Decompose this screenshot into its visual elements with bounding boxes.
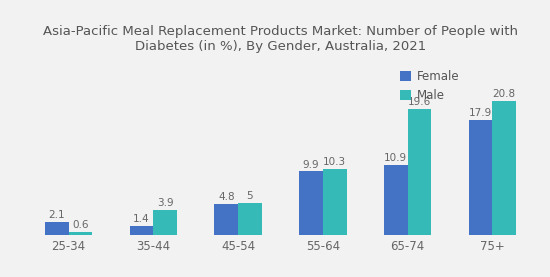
Bar [384,165,408,235]
Text: 5: 5 [247,191,254,201]
Bar [408,109,431,235]
Title: Asia-Pacific Meal Replacement Products Market: Number of People with
Diabetes (i: Asia-Pacific Meal Replacement Products M… [43,25,518,53]
Bar [299,171,323,235]
Text: 17.9: 17.9 [469,108,492,118]
Bar [130,226,153,235]
Text: 0.6: 0.6 [72,220,89,230]
Bar [69,232,92,235]
Bar [492,101,516,235]
Text: 1.4: 1.4 [133,214,150,224]
Bar [153,210,177,235]
Bar [323,169,346,235]
Bar [469,120,492,235]
Bar [45,222,69,235]
Text: 9.9: 9.9 [302,160,320,170]
Text: 10.3: 10.3 [323,157,346,167]
Text: 3.9: 3.9 [157,198,174,208]
Text: 10.9: 10.9 [384,153,408,163]
Text: 20.8: 20.8 [493,89,516,99]
Text: 4.8: 4.8 [218,193,234,202]
Bar [238,203,262,235]
Text: 2.1: 2.1 [48,210,65,220]
Legend: Female, Male: Female, Male [400,70,459,102]
Bar [214,204,238,235]
Text: 19.6: 19.6 [408,97,431,107]
